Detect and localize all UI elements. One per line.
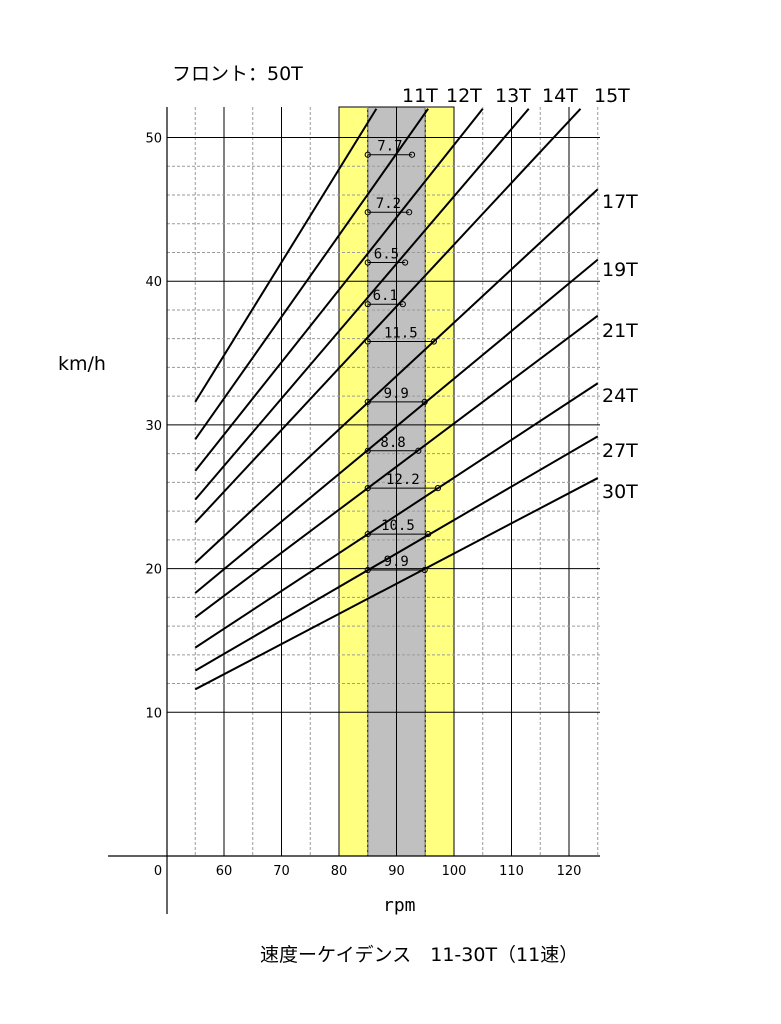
annotation-point bbox=[364, 485, 371, 492]
series-line-30T bbox=[194, 477, 599, 691]
annotation-point bbox=[430, 338, 437, 345]
y-tick-label: 30 bbox=[145, 419, 162, 434]
x-tick-label-origin: 0 bbox=[154, 864, 162, 879]
annotation-point bbox=[402, 259, 409, 266]
series-line-13T bbox=[194, 108, 484, 472]
tick-labels: 60 70 80 90 100 110 120 0 10 20 30 40 50 bbox=[145, 132, 581, 880]
series-label-15T: 15T bbox=[594, 85, 630, 107]
annotation-point bbox=[425, 531, 432, 538]
annotation-label: 6.1 bbox=[373, 288, 398, 304]
annotation-point bbox=[408, 151, 416, 158]
series-line-12T bbox=[194, 108, 429, 440]
annotation-point bbox=[364, 209, 371, 216]
chart-caption: 速度ーケイデンス 11-30T（11速） bbox=[260, 944, 578, 966]
annotation-point bbox=[421, 398, 428, 406]
annotation-label: 8.8 bbox=[380, 435, 405, 451]
annotation-label: 7.7 bbox=[377, 139, 402, 155]
y-tick-label: 40 bbox=[145, 275, 162, 290]
series-line-21T bbox=[194, 314, 599, 619]
series-label-11T: 11T bbox=[402, 85, 438, 107]
x-tick-label: 100 bbox=[442, 864, 467, 879]
series-line-24T bbox=[194, 382, 599, 649]
y-tick-label: 20 bbox=[145, 563, 162, 578]
series-labels: 11T 12T 13T 14T 15T 17T 19T 21T 24T 27T 30T bbox=[402, 85, 638, 503]
gear-lines bbox=[194, 108, 599, 691]
annotation-label: 11.5 bbox=[384, 326, 418, 342]
y-tick-label: 10 bbox=[145, 706, 162, 721]
series-label-12T: 12T bbox=[446, 85, 482, 107]
front-chainring-label: フロント：50T bbox=[172, 63, 303, 85]
annotation-point bbox=[364, 447, 371, 454]
annotation-point bbox=[364, 398, 371, 406]
annotation-point bbox=[364, 338, 371, 345]
x-tick-label: 60 bbox=[216, 864, 233, 879]
annotation-point bbox=[415, 447, 422, 454]
annotation-label: 9.9 bbox=[384, 386, 409, 402]
series-line-19T bbox=[194, 258, 599, 594]
annotation-point bbox=[364, 151, 371, 158]
x-tick-label: 90 bbox=[388, 864, 405, 879]
annotation-label: 12.2 bbox=[386, 472, 420, 488]
series-label-27T: 27T bbox=[602, 440, 638, 462]
annotation-points bbox=[364, 151, 441, 574]
chart-axes bbox=[108, 107, 600, 914]
series-line-15T bbox=[194, 108, 582, 524]
annotation-point bbox=[406, 209, 413, 216]
series-line-27T bbox=[194, 435, 599, 672]
annotation-point bbox=[399, 301, 406, 308]
x-axis-label: rpm bbox=[383, 895, 416, 916]
series-label-21T: 21T bbox=[602, 320, 638, 342]
annotation-lines bbox=[367, 154, 438, 571]
annotation-label: 6.5 bbox=[374, 247, 399, 263]
series-line-11T bbox=[194, 108, 378, 403]
annotation-point bbox=[364, 566, 371, 574]
annotation-label: 10.5 bbox=[381, 518, 415, 534]
series-label-19T: 19T bbox=[602, 259, 638, 281]
series-label-17T: 17T bbox=[602, 191, 638, 213]
series-label-14T: 14T bbox=[542, 85, 578, 107]
series-line-14T bbox=[194, 108, 530, 501]
y-tick-label: 50 bbox=[145, 132, 162, 147]
annotation-point bbox=[364, 259, 371, 266]
series-line-17T bbox=[194, 188, 599, 564]
series-label-13T: 13T bbox=[495, 85, 531, 107]
x-tick-label: 120 bbox=[557, 864, 582, 879]
annotation-point bbox=[421, 566, 428, 574]
series-label-30T: 30T bbox=[602, 481, 638, 503]
x-tick-label: 80 bbox=[331, 864, 348, 879]
x-tick-label: 70 bbox=[273, 864, 290, 879]
annotation-point bbox=[364, 531, 371, 538]
series-label-24T: 24T bbox=[602, 385, 638, 407]
annotation-labels: 7.7 7.2 6.5 6.1 11.5 9.9 8.8 12.2 10.5 9.9 bbox=[373, 139, 420, 570]
annotation-point bbox=[364, 301, 371, 308]
annotation-point bbox=[434, 485, 441, 492]
annotation-label: 9.9 bbox=[384, 554, 409, 570]
x-tick-label: 110 bbox=[499, 864, 524, 879]
annotation-label: 7.2 bbox=[376, 196, 401, 212]
y-axis-label: km/h bbox=[58, 353, 106, 375]
